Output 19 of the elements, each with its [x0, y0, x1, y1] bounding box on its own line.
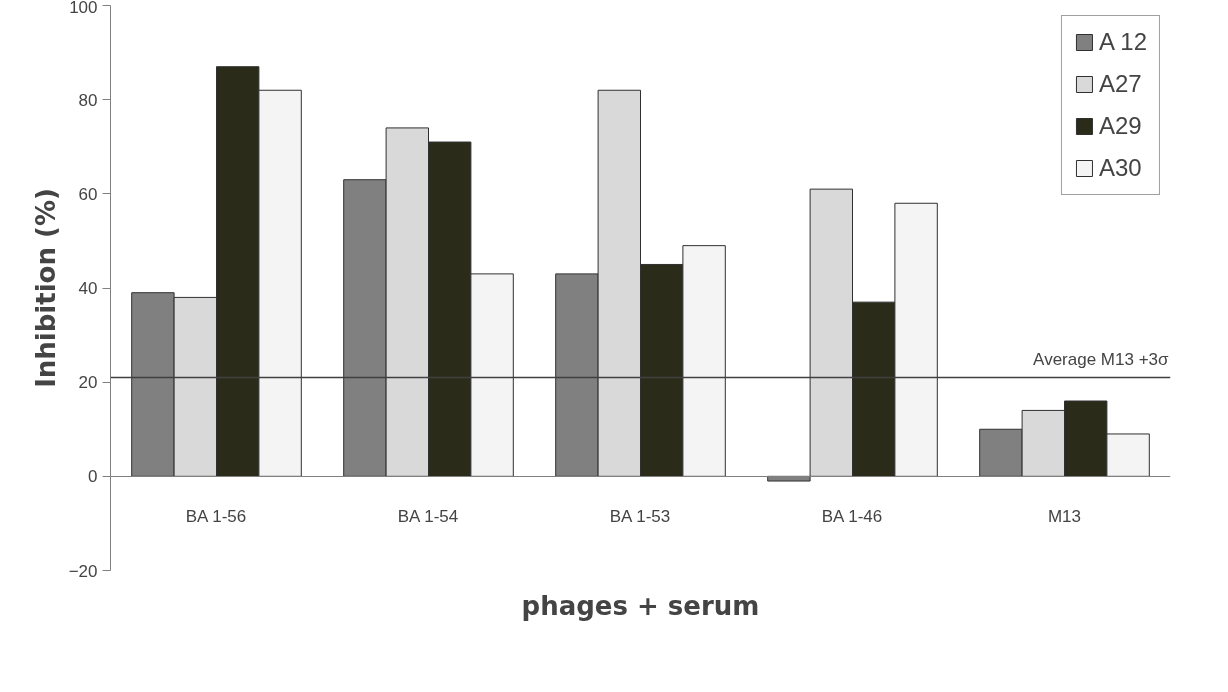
legend-label: A 12 — [1098, 28, 1147, 56]
y-tick-label: 60 — [78, 184, 98, 204]
legend-label: A27 — [1098, 70, 1142, 98]
y-tick-label: 80 — [78, 90, 98, 110]
y-tick-label: 0 — [88, 467, 98, 487]
x-tick-label: BA 1-54 — [397, 507, 459, 527]
y-tick-label: −20 — [68, 561, 98, 581]
x-tick-label: M13 — [1047, 507, 1082, 527]
x-tick-label: BA 1-53 — [609, 507, 671, 527]
y-tick-label: 100 — [69, 0, 98, 17]
x-axis-title: phages + serum — [521, 590, 760, 621]
x-tick-label: BA 1-56 — [185, 507, 247, 527]
x-tick-label: BA 1-46 — [821, 507, 883, 527]
y-tick-label: 40 — [78, 279, 98, 298]
y-axis-title: Inhibition (%) — [30, 188, 61, 388]
y-tick-label: 20 — [78, 373, 98, 393]
ref-line-label: Average M13 +3σ — [1033, 350, 1170, 370]
legend-label: A30 — [1098, 154, 1142, 182]
legend-label: A29 — [1098, 112, 1142, 140]
